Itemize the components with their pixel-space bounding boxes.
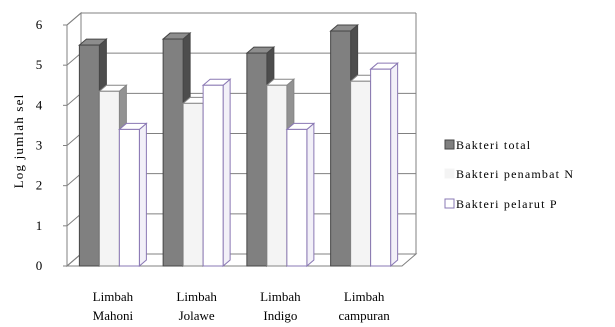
bar-side (138, 122, 147, 268)
x-category-label: Limbah Indigo (260, 289, 301, 323)
gridline-side (66, 253, 82, 267)
bar-front (182, 102, 204, 267)
x-axis-categories: LimbahMahoniLimbahJolaweLimbahIndigoLimb… (93, 289, 391, 323)
y-tick-label: 5 (36, 57, 43, 72)
bar-2-3 (369, 62, 399, 268)
legend: Bakteri total Bakteri penambat N Bakteri p… (444, 138, 574, 211)
gridline-side (66, 133, 82, 146)
bars (78, 23, 399, 268)
y-tick-label: 3 (36, 138, 43, 153)
gridline-side (66, 92, 82, 106)
bar-front (286, 128, 308, 267)
x-category-label: Limbah Jolawe (176, 289, 217, 323)
bar-front (78, 44, 100, 267)
legend-swatch (444, 168, 455, 179)
gridline-side (66, 213, 82, 227)
bar-front (266, 84, 288, 267)
legend-swatch (444, 139, 455, 150)
x-category-line: Limbah (176, 289, 217, 304)
x-category-line: campuran (338, 308, 390, 323)
bar-front (118, 128, 140, 267)
bar-side (222, 78, 231, 268)
legend-swatch (444, 198, 455, 209)
bar-front (330, 30, 352, 267)
bar-front (350, 80, 372, 267)
gridline-side (66, 52, 82, 66)
bar-2-1 (201, 78, 232, 268)
legend-item-2: Bakteri pelarut P (444, 197, 558, 211)
bar-front (246, 52, 268, 267)
gridline-side (66, 173, 82, 187)
x-category-label: Limbah Mahoni (93, 289, 134, 323)
x-category-line: Indigo (263, 308, 297, 323)
legend-item-0: Bakteri total (444, 138, 531, 152)
bar-front (98, 90, 120, 267)
legend-label: Bakteri penambat N (456, 167, 574, 181)
y-tick-label: 4 (36, 97, 43, 112)
bar-front (202, 84, 224, 267)
x-category-line: Limbah (93, 289, 134, 304)
y-tick-label: 2 (36, 178, 43, 193)
bar-2-0 (118, 122, 148, 268)
gridline-side (66, 12, 82, 26)
x-category-line: Jolawe (179, 308, 215, 323)
legend-label: Bakteri total (456, 138, 531, 152)
x-category-line: Mahoni (93, 308, 134, 323)
x-category-line: Limbah (260, 289, 301, 304)
y-tick-label: 6 (36, 17, 43, 32)
bar-2-2 (285, 122, 316, 268)
y-axis-label: Log jumlah sel (11, 94, 26, 189)
bar-front (162, 38, 184, 267)
bar-side (306, 122, 315, 268)
legend-item-1: Bakteri penambat N (444, 167, 574, 181)
legend-label: Bakteri pelarut P (456, 197, 558, 211)
y-axis-ticks: 0 1 2 3 4 5 6 (36, 17, 67, 273)
x-category-line: Limbah (344, 289, 385, 304)
x-category-label: Limbah campuran (338, 289, 390, 323)
y-tick-label: 1 (36, 218, 43, 233)
bar-side (390, 62, 399, 268)
y-tick-label: 0 (36, 258, 43, 273)
bar-front (370, 68, 392, 267)
